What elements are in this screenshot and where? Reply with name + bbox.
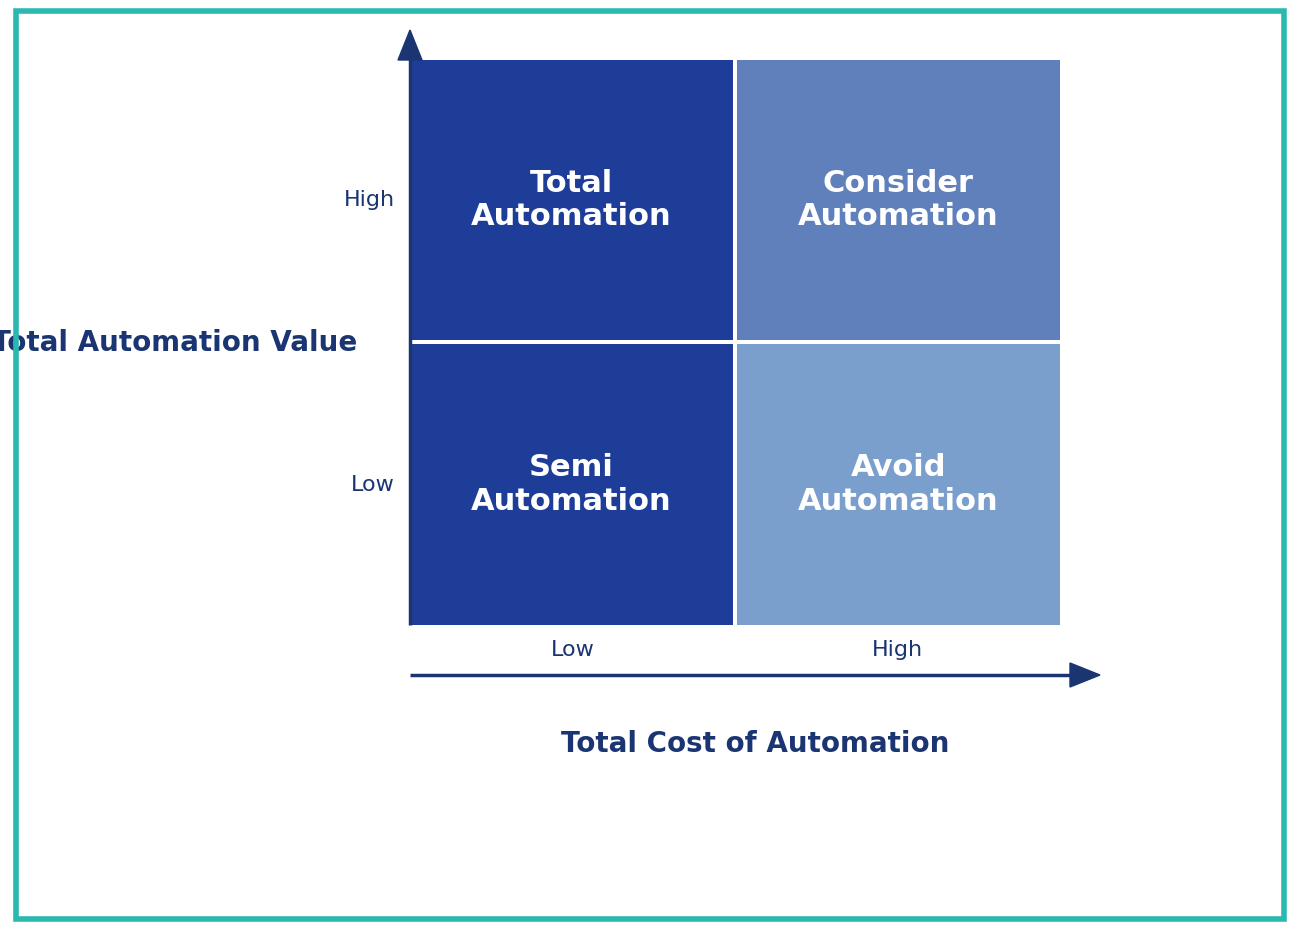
Text: Total Automation Value: Total Automation Value — [0, 328, 358, 356]
Bar — [737, 60, 1060, 340]
Text: Semi
Automation: Semi Automation — [471, 453, 672, 516]
Polygon shape — [1070, 663, 1100, 687]
Bar — [410, 60, 733, 340]
Text: Low: Low — [351, 474, 395, 495]
Bar — [737, 344, 1060, 625]
Text: Low: Low — [551, 640, 594, 660]
Text: Consider
Automation: Consider Automation — [798, 168, 998, 232]
Text: Total
Automation: Total Automation — [471, 168, 672, 232]
Polygon shape — [398, 30, 423, 60]
Text: Total Cost of Automation: Total Cost of Automation — [560, 730, 949, 758]
Text: High: High — [872, 640, 923, 660]
Text: High: High — [344, 190, 395, 210]
Bar — [410, 344, 733, 625]
Text: Avoid
Automation: Avoid Automation — [798, 453, 998, 516]
